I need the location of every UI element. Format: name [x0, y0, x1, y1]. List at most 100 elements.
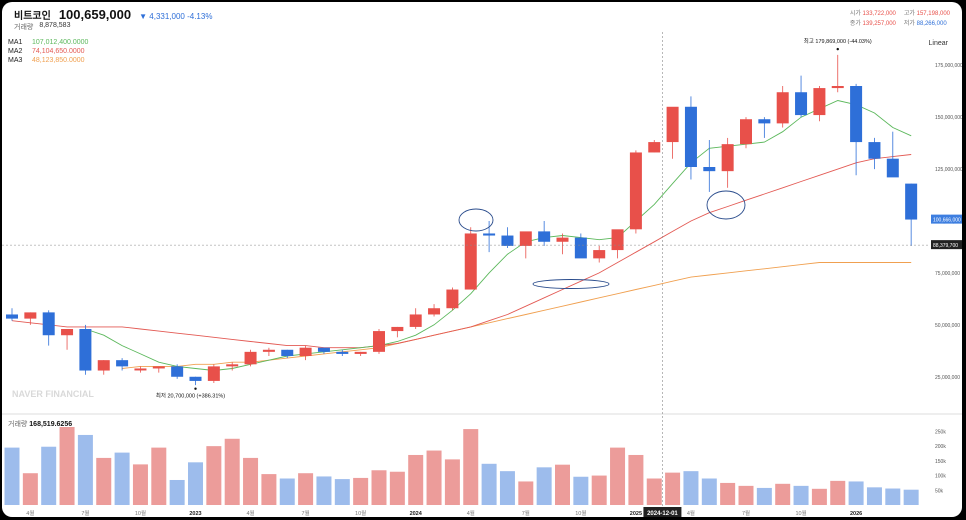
volume-bar — [848, 481, 864, 505]
volume-bar — [444, 459, 460, 505]
ma2-name: MA2 — [8, 48, 23, 55]
x-tick-label: 10월 — [135, 509, 146, 517]
ma3-value: 48,123,850.0000 — [32, 57, 85, 64]
current-price-label: 100,666,000 — [933, 218, 961, 224]
low-annotation: 최저 20,700,000 (+386.31%) — [156, 392, 225, 400]
low-marker — [194, 387, 197, 390]
candle-body — [831, 86, 844, 89]
volume-bar — [536, 467, 552, 505]
y-tick-label: 50,000,000 — [935, 323, 960, 329]
candle-body — [299, 347, 312, 356]
volume-bar — [903, 489, 919, 505]
candle-body — [152, 366, 165, 369]
candle-body — [116, 360, 129, 367]
volume-bar — [188, 462, 203, 505]
volume-bar — [96, 457, 112, 505]
x-tick-label: 10월 — [355, 509, 366, 517]
candle-body — [758, 119, 771, 124]
y-tick-label: 25,000,000 — [935, 375, 960, 381]
volume-bar — [206, 446, 222, 505]
ma1-name: MA1 — [8, 39, 23, 46]
candle-body — [795, 92, 808, 116]
volume-bar — [481, 463, 497, 505]
volume-bar — [793, 485, 809, 505]
volume-panel-name: 거래량 — [8, 421, 28, 428]
candle-body — [171, 366, 184, 377]
candle-body — [556, 237, 569, 242]
volume-bar — [389, 471, 405, 505]
high-annotation: 최고 179,869,000 (-44.03%) — [804, 37, 872, 45]
candle-body — [666, 106, 679, 143]
volume-summary: 거래량 8,878,583 — [14, 22, 70, 32]
volume-value: 8,878,583 — [39, 22, 71, 29]
ma2-value: 74,104,650.0000 — [32, 48, 85, 55]
change-pct: -4.13% — [187, 12, 213, 21]
volume-bar — [555, 464, 570, 505]
high-label: 고가 — [903, 11, 915, 17]
close-label: 종가 — [849, 21, 861, 27]
volume-bar — [59, 427, 75, 505]
volume-bar — [518, 481, 534, 505]
watermark: NAVER FINANCIAL — [12, 389, 94, 399]
volume-bar — [22, 473, 38, 505]
asset-name: 비트코인 — [14, 11, 51, 22]
price-change: ▼ 4,331,000 -4.13% — [139, 12, 212, 21]
volume-bar — [243, 457, 259, 505]
candle-body — [42, 312, 55, 336]
candle-body — [776, 92, 789, 124]
candle-body — [684, 106, 697, 167]
candle-body — [61, 329, 74, 336]
x-tick-label: 2023 — [189, 511, 201, 517]
vol-tick-label: 250k — [935, 429, 946, 435]
volume-bar — [775, 483, 791, 505]
ma1-line — [85, 100, 912, 371]
x-tick-label: 4월 — [467, 509, 475, 517]
current-price-badge — [931, 214, 962, 224]
high-value: 157,198,000 — [916, 11, 950, 17]
x-tick-label: 2025 — [630, 511, 642, 517]
high-marker — [836, 47, 839, 51]
candle-body — [519, 231, 532, 246]
candle-body — [281, 349, 294, 356]
scale-mode-toggle[interactable]: Linear — [928, 40, 948, 47]
volume-bar — [151, 447, 167, 505]
crosshair-y-badge — [931, 240, 962, 250]
volume-bar — [756, 487, 772, 505]
ma3-name: MA3 — [8, 57, 23, 64]
volume-bar — [408, 454, 424, 505]
volume-bars — [4, 427, 919, 505]
ohlc-summary: 시가 133,722,000 고가 157,198,000 종가 139,257… — [850, 8, 950, 27]
candle-body — [189, 376, 202, 381]
volume-bar — [298, 473, 314, 505]
crosshair-x-badge — [643, 507, 682, 517]
candle-body — [6, 314, 18, 319]
vol-tick-label: 50k — [935, 488, 944, 494]
candle-body — [740, 119, 752, 145]
volume-bar — [499, 471, 515, 505]
volume-bar — [4, 447, 20, 505]
volume-bar — [701, 478, 717, 505]
candle-body — [611, 229, 624, 251]
x-tick-label: 2024 — [410, 511, 423, 517]
crosshair-y-label: 88,379,700 — [933, 243, 958, 249]
volume-bar — [885, 488, 901, 505]
header: 비트코인 100,659,000 ▼ 4,331,000 -4.13% — [14, 7, 212, 23]
volume-bar — [77, 434, 93, 505]
volume-bar — [261, 474, 277, 505]
x-tick-label: 2026 — [850, 511, 862, 517]
x-tick-label: 4월 — [687, 509, 695, 517]
low-label: 저가 — [903, 21, 915, 27]
candle-body — [79, 329, 92, 371]
volume-bar — [628, 454, 644, 505]
candle-body — [648, 142, 661, 153]
vol-tick-label: 100k — [935, 474, 946, 480]
volume-bar — [811, 488, 827, 505]
volume-bar — [132, 464, 148, 505]
crosshair-x-label: 2024-12-01 — [647, 511, 678, 517]
candle-body — [629, 152, 642, 230]
candle-body — [24, 312, 37, 319]
volume-bar — [591, 475, 607, 505]
candle-body — [813, 88, 826, 116]
